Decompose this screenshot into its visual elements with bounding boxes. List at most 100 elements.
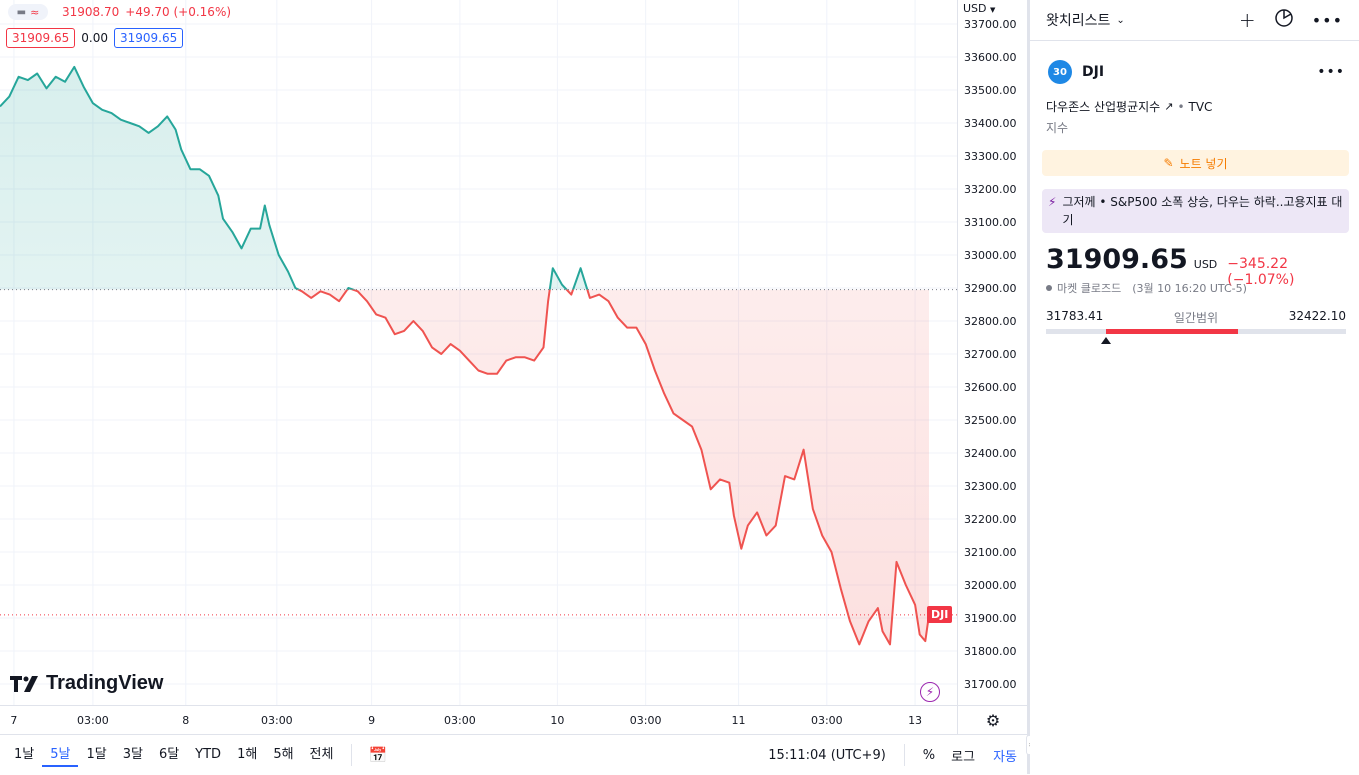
tradingview-logo[interactable]: TradingView: [10, 672, 163, 695]
symbol-type: 지수: [1046, 121, 1069, 135]
series-line-above: [0, 65, 589, 290]
clock-time[interactable]: 15:11:04 (UTC+9): [768, 747, 886, 763]
price-tick-label: 32000.00: [964, 579, 1017, 592]
price-tick-label: 33300.00: [964, 150, 1017, 163]
price-tick-label: 32800.00: [964, 315, 1017, 328]
range-button-5해[interactable]: 5해: [273, 747, 294, 762]
price-tick-label: 32300.00: [964, 480, 1017, 493]
more-icon[interactable]: •••: [1311, 10, 1343, 30]
plus-icon[interactable]: +: [1238, 8, 1256, 32]
price-tick-label: 31800.00: [964, 645, 1017, 658]
day-range-row: 31783.41 일간범위 32422.10: [1046, 309, 1346, 326]
legend-last-price: 31908.70: [62, 5, 120, 19]
auto-toggle[interactable]: 자동: [993, 749, 1017, 765]
log-toggle[interactable]: 로그: [951, 749, 976, 765]
time-tick-label: 8: [182, 714, 189, 727]
price-tick-label: 32500.00: [964, 414, 1017, 427]
panel-divider[interactable]: [1027, 0, 1030, 774]
price-tick-label: 32200.00: [964, 513, 1017, 526]
currency-label: USD: [963, 2, 987, 15]
tradingview-logo-icon: [10, 675, 38, 692]
price-tick-label: 32900.00: [964, 282, 1017, 295]
price-scale[interactable]: 33700.00 33600.00 33500.00 33400.00 33300.00…: [957, 0, 1028, 705]
more-icon[interactable]: •••: [1317, 64, 1345, 80]
time-tick-label: 03:00: [261, 714, 293, 727]
price-change: −345.22 (−1.07%): [1227, 256, 1295, 288]
market-time: (3월 10 16:20 UTC-5): [1132, 282, 1247, 295]
bottom-toolbar: 1날 5날 1달 3달 6달 YTD 1해 5해 전체 📅 15:11:04 (UTC+9) %…: [0, 734, 1027, 775]
percent-toggle[interactable]: %: [922, 747, 936, 763]
day-low: 31783.41: [1046, 309, 1104, 323]
range-button-1날[interactable]: 1날: [14, 747, 35, 762]
sell-price-box[interactable]: 31909.65: [6, 28, 76, 48]
price-tick-label: 33600.00: [964, 51, 1017, 64]
currency-selector[interactable]: USD ▼: [963, 2, 995, 15]
market-status[interactable]: 마켓 클로즈드 (3월 10 16:20 UTC-5): [1046, 280, 1247, 296]
separator-dot: •: [1177, 99, 1185, 114]
approx-icon: ≈: [30, 5, 40, 19]
range-button-YTD[interactable]: YTD: [195, 747, 222, 762]
price-tick-label: 33700.00: [964, 18, 1017, 31]
price-tick-label: 33500.00: [964, 84, 1017, 97]
chevron-down-icon[interactable]: ⌄: [1116, 14, 1125, 26]
range-button-5날[interactable]: 5날: [42, 743, 79, 767]
time-tick-label: 03:00: [630, 714, 662, 727]
watchlist-title[interactable]: 왓치리스트: [1046, 13, 1111, 29]
price-tick-label: 33200.00: [964, 183, 1017, 196]
external-link-icon[interactable]: ↗: [1164, 100, 1174, 113]
lightning-icon: ⚡: [1048, 195, 1057, 209]
chart-area[interactable]: ▬ ≈ 31908.70 +49.70 (+0.16%) 31909.65 0.…: [0, 0, 1028, 775]
symbol-description-row: 다우존스 산업평균지수 ↗ • TVC: [1046, 98, 1212, 115]
buy-price-box[interactable]: 31909.65: [113, 28, 184, 48]
symbol-row[interactable]: 30 DJI: [1048, 60, 1104, 84]
logo-text: TradingView: [46, 672, 164, 694]
pie-chart-icon[interactable]: [1274, 8, 1294, 32]
time-axis: 7 03:00 8 03:00 9 03:00 10 03:00 11 03:00 13: [10, 714, 922, 727]
day-range-bar: [1046, 329, 1346, 334]
price-tick-label: 32100.00: [964, 546, 1017, 559]
symbol-description[interactable]: 다우존스 산업평균지수: [1046, 100, 1161, 114]
chevron-down-icon: ▼: [990, 6, 996, 14]
price-chart[interactable]: [0, 0, 957, 705]
range-button-전체[interactable]: 전체: [309, 747, 334, 762]
pencil-icon: ✎: [1163, 156, 1174, 170]
price-tick-label: 33100.00: [964, 216, 1017, 229]
price-axis: 33700.00 33600.00 33500.00 33400.00 33300.00…: [964, 18, 1017, 691]
legend-change: +49.70 (+0.16%): [125, 5, 232, 19]
symbol-name[interactable]: DJI: [1082, 64, 1105, 80]
time-tick-label: 13: [908, 714, 922, 727]
time-tick-label: 03:00: [77, 714, 109, 727]
price-tick-label: 31700.00: [964, 678, 1017, 691]
range-button-1해[interactable]: 1해: [237, 747, 258, 762]
price-tick-label: 32700.00: [964, 348, 1017, 361]
lightning-icon[interactable]: ⚡: [920, 682, 940, 702]
area-fill-above: [0, 66, 588, 290]
time-scale[interactable]: 7 03:00 8 03:00 9 03:00 10 03:00 11 03:00 13: [0, 705, 957, 734]
exchange-name[interactable]: TVC: [1188, 99, 1213, 114]
price-tick-label: 33000.00: [964, 249, 1017, 262]
chart-plot[interactable]: ▬ ≈ 31908.70 +49.70 (+0.16%) 31909.65 0.…: [0, 0, 957, 705]
time-tick-label: 7: [10, 714, 17, 727]
range-buttons: 1날 5날 1달 3달 6달 YTD 1해 5해 전체: [6, 743, 341, 767]
price-tick-label: 32600.00: [964, 381, 1017, 394]
area-fill-below: [0, 289, 929, 645]
day-range-marker: [1101, 337, 1111, 344]
date-range-icon[interactable]: 📅: [368, 746, 388, 764]
bid-ask-row: 31909.65 0.00 31909.65: [6, 28, 184, 48]
day-range-fill: [1106, 329, 1238, 334]
market-status-text: 마켓 클로즈드: [1057, 282, 1122, 295]
add-note-button[interactable]: ✎ 노트 넣기: [1042, 150, 1349, 176]
price-tick-label: 33400.00: [964, 117, 1017, 130]
price-tag: DJI: [927, 605, 953, 623]
settings-button[interactable]: ⚙: [957, 705, 1028, 734]
time-tick-label: 10: [550, 714, 564, 727]
news-headline[interactable]: ⚡ 그저께 • S&P500 소폭 상승, 다우는 하락..고용지표 대기: [1042, 189, 1349, 233]
legend-toggle[interactable]: ▬ ≈: [8, 4, 48, 20]
range-button-6달[interactable]: 6달: [158, 747, 180, 762]
day-range-label: 일간범위: [1173, 311, 1219, 325]
add-note-label: 노트 넣기: [1179, 156, 1228, 171]
range-button-1달[interactable]: 1달: [86, 747, 107, 762]
toolbar-divider: [903, 744, 905, 766]
range-button-3달[interactable]: 3달: [122, 747, 143, 762]
news-text: 그저께 • S&P500 소폭 상승, 다우는 하락..고용지표 대기: [1062, 195, 1343, 227]
